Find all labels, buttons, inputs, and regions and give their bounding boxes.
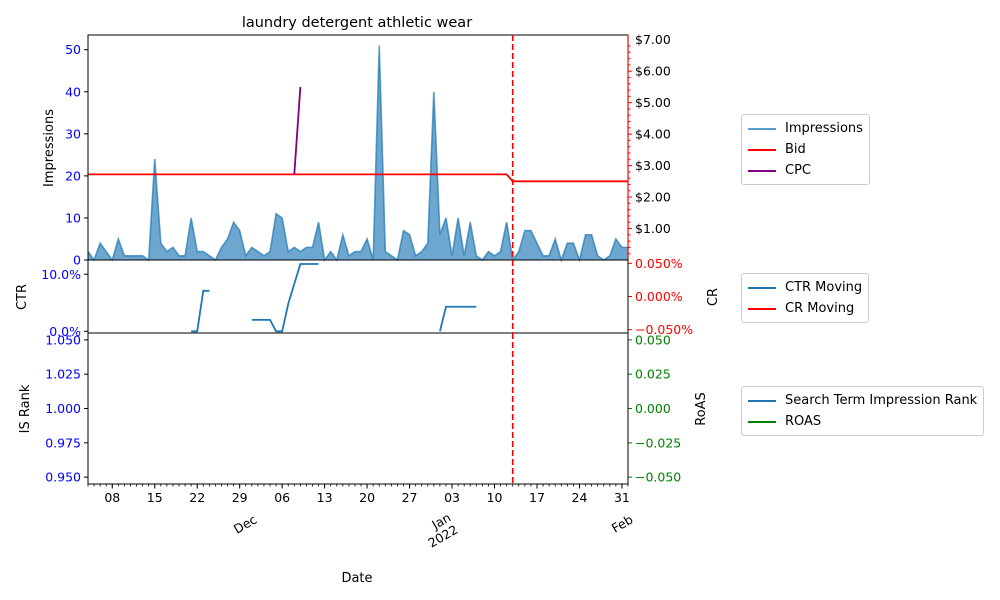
cr-tick-label: 0.050%	[635, 256, 683, 271]
impressions-tick-label: 30	[65, 126, 81, 141]
roas-tick-label: 0.050	[635, 332, 671, 347]
x-tick-label: 29	[232, 490, 248, 505]
roas-tick-label: −0.025	[635, 435, 681, 450]
x-axis-label: Date	[341, 571, 372, 586]
legend-label-impression-rank: Search Term Impression Rank	[785, 393, 978, 408]
bid-tick-label: $6.00	[635, 64, 671, 79]
legend-swatch-impressions	[748, 127, 776, 130]
legend-label-impressions: Impressions	[785, 121, 863, 136]
x-tick-label: 17	[529, 490, 545, 505]
top-panel: 0 10 20 30 40 50 $1.00 $2.00 $3.00 $4.00 $5.00 $6.0…	[65, 32, 671, 267]
bot-left-axis-label: IS Rank	[18, 384, 33, 433]
x-tick-label: 20	[359, 490, 375, 505]
bid-tick-label: $2.00	[635, 190, 671, 205]
ctr-tick-label: 10.0%	[41, 267, 81, 282]
legend-top: Impressions Bid CPC	[741, 114, 870, 185]
legend-label-cr-moving: CR Moving	[785, 301, 855, 316]
x-month-label-line: Feb	[609, 512, 636, 536]
isrank-tick-label: 1.025	[45, 367, 81, 382]
bid-tick-label: $5.00	[635, 95, 671, 110]
impressions-area	[88, 45, 628, 261]
bottom-panel-frame	[87, 332, 629, 485]
legend-label-roas: ROAS	[785, 414, 822, 429]
impressions-tick-label: 50	[65, 42, 81, 57]
legend-swatch-roas	[748, 420, 776, 423]
legend-item-ctr-moving: CTR Moving	[748, 277, 862, 298]
ctr-moving-line	[251, 263, 319, 333]
legend-item-bid: Bid	[748, 139, 863, 160]
cpc-line	[293, 86, 302, 175]
bottom-panel: 0.950 0.975 1.000 1.025 1.050 −0.050 −0.025 0.0…	[45, 332, 681, 484]
mid-left-axis-label: CTR	[15, 284, 30, 310]
isrank-tick-label: 0.975	[45, 435, 81, 450]
x-tick-label: 22	[189, 490, 205, 505]
legend-swatch-ctr-moving	[748, 286, 776, 289]
bid-tick-label: $3.00	[635, 158, 671, 173]
legend-swatch-cr-moving	[748, 307, 776, 310]
bid-tick-label: $4.00	[635, 127, 671, 142]
x-tick-label: 24	[572, 490, 588, 505]
impressions-line	[87, 45, 628, 263]
roas-tick-label: −0.050	[635, 470, 681, 485]
middle-panel-frame	[87, 259, 629, 334]
ctr-moving-line	[191, 289, 210, 333]
x-axis: 08 15 22 29 06 13 20 27 03 10 17 24 31 Dec Jan2022 Feb	[87, 35, 636, 551]
impressions-tick-label: 20	[65, 168, 81, 183]
legend-item-impression-rank: Search Term Impression Rank	[748, 390, 977, 411]
x-tick-label: 08	[104, 490, 120, 505]
bid-tick-label: $1.00	[635, 221, 671, 236]
x-month-label: Dec	[231, 512, 260, 537]
x-tick-label: 13	[317, 490, 333, 505]
legend-swatch-bid	[748, 148, 776, 151]
x-tick-label: 27	[402, 490, 418, 505]
legend-item-cpc: CPC	[748, 160, 863, 181]
legend-item-impressions: Impressions	[748, 118, 863, 139]
mid-right-axis-label: CR	[706, 288, 721, 306]
bot-right-axis-label: RoAS	[694, 392, 709, 426]
legend-label-ctr-moving: CTR Moving	[785, 280, 863, 295]
chart-title: laundry detergent athletic wear	[242, 15, 472, 31]
isrank-tick-label: 0.950	[45, 470, 81, 485]
roas-tick-label: 0.000	[635, 401, 671, 416]
top-left-axis-label: Impressions	[42, 109, 57, 187]
impressions-tick-label: 0	[73, 253, 81, 268]
legend-swatch-cpc	[748, 169, 776, 172]
legend-item-roas: ROAS	[748, 411, 977, 432]
roas-tick-label: 0.025	[635, 367, 671, 382]
x-tick-label: 31	[614, 490, 630, 505]
x-tick-label: 06	[274, 490, 290, 505]
x-month-label: Feb	[609, 512, 636, 536]
x-tick-label: 03	[444, 490, 460, 505]
legend-label-bid: Bid	[785, 142, 806, 157]
x-month-label-line: Dec	[231, 512, 260, 537]
isrank-tick-label: 1.000	[45, 401, 81, 416]
legend-middle: CTR Moving CR Moving	[741, 273, 870, 323]
bid-line	[88, 173, 628, 183]
ctr-tick-label: 0.0%	[49, 324, 81, 339]
legend-item-cr-moving: CR Moving	[748, 298, 862, 319]
ctr-moving-line	[439, 305, 477, 332]
bid-tick-label: $7.00	[635, 32, 671, 47]
legend-bottom: Search Term Impression Rank ROAS	[741, 386, 985, 436]
legend-label-cpc: CPC	[785, 163, 811, 178]
cr-tick-label: −0.050%	[635, 322, 693, 337]
x-tick-label: 15	[147, 490, 163, 505]
isrank-tick-label: 1.050	[45, 332, 81, 347]
x-month-label: Jan2022	[418, 510, 460, 551]
x-tick-label: 10	[487, 490, 503, 505]
impressions-tick-label: 10	[65, 210, 81, 225]
middle-panel: 0.0% 10.0% −0.050% 0.000% 0.050%	[41, 256, 693, 339]
cr-tick-label: 0.000%	[635, 289, 683, 304]
legend-swatch-impression-rank	[748, 399, 776, 402]
top-panel-frame	[87, 34, 629, 261]
impressions-tick-label: 40	[65, 84, 81, 99]
